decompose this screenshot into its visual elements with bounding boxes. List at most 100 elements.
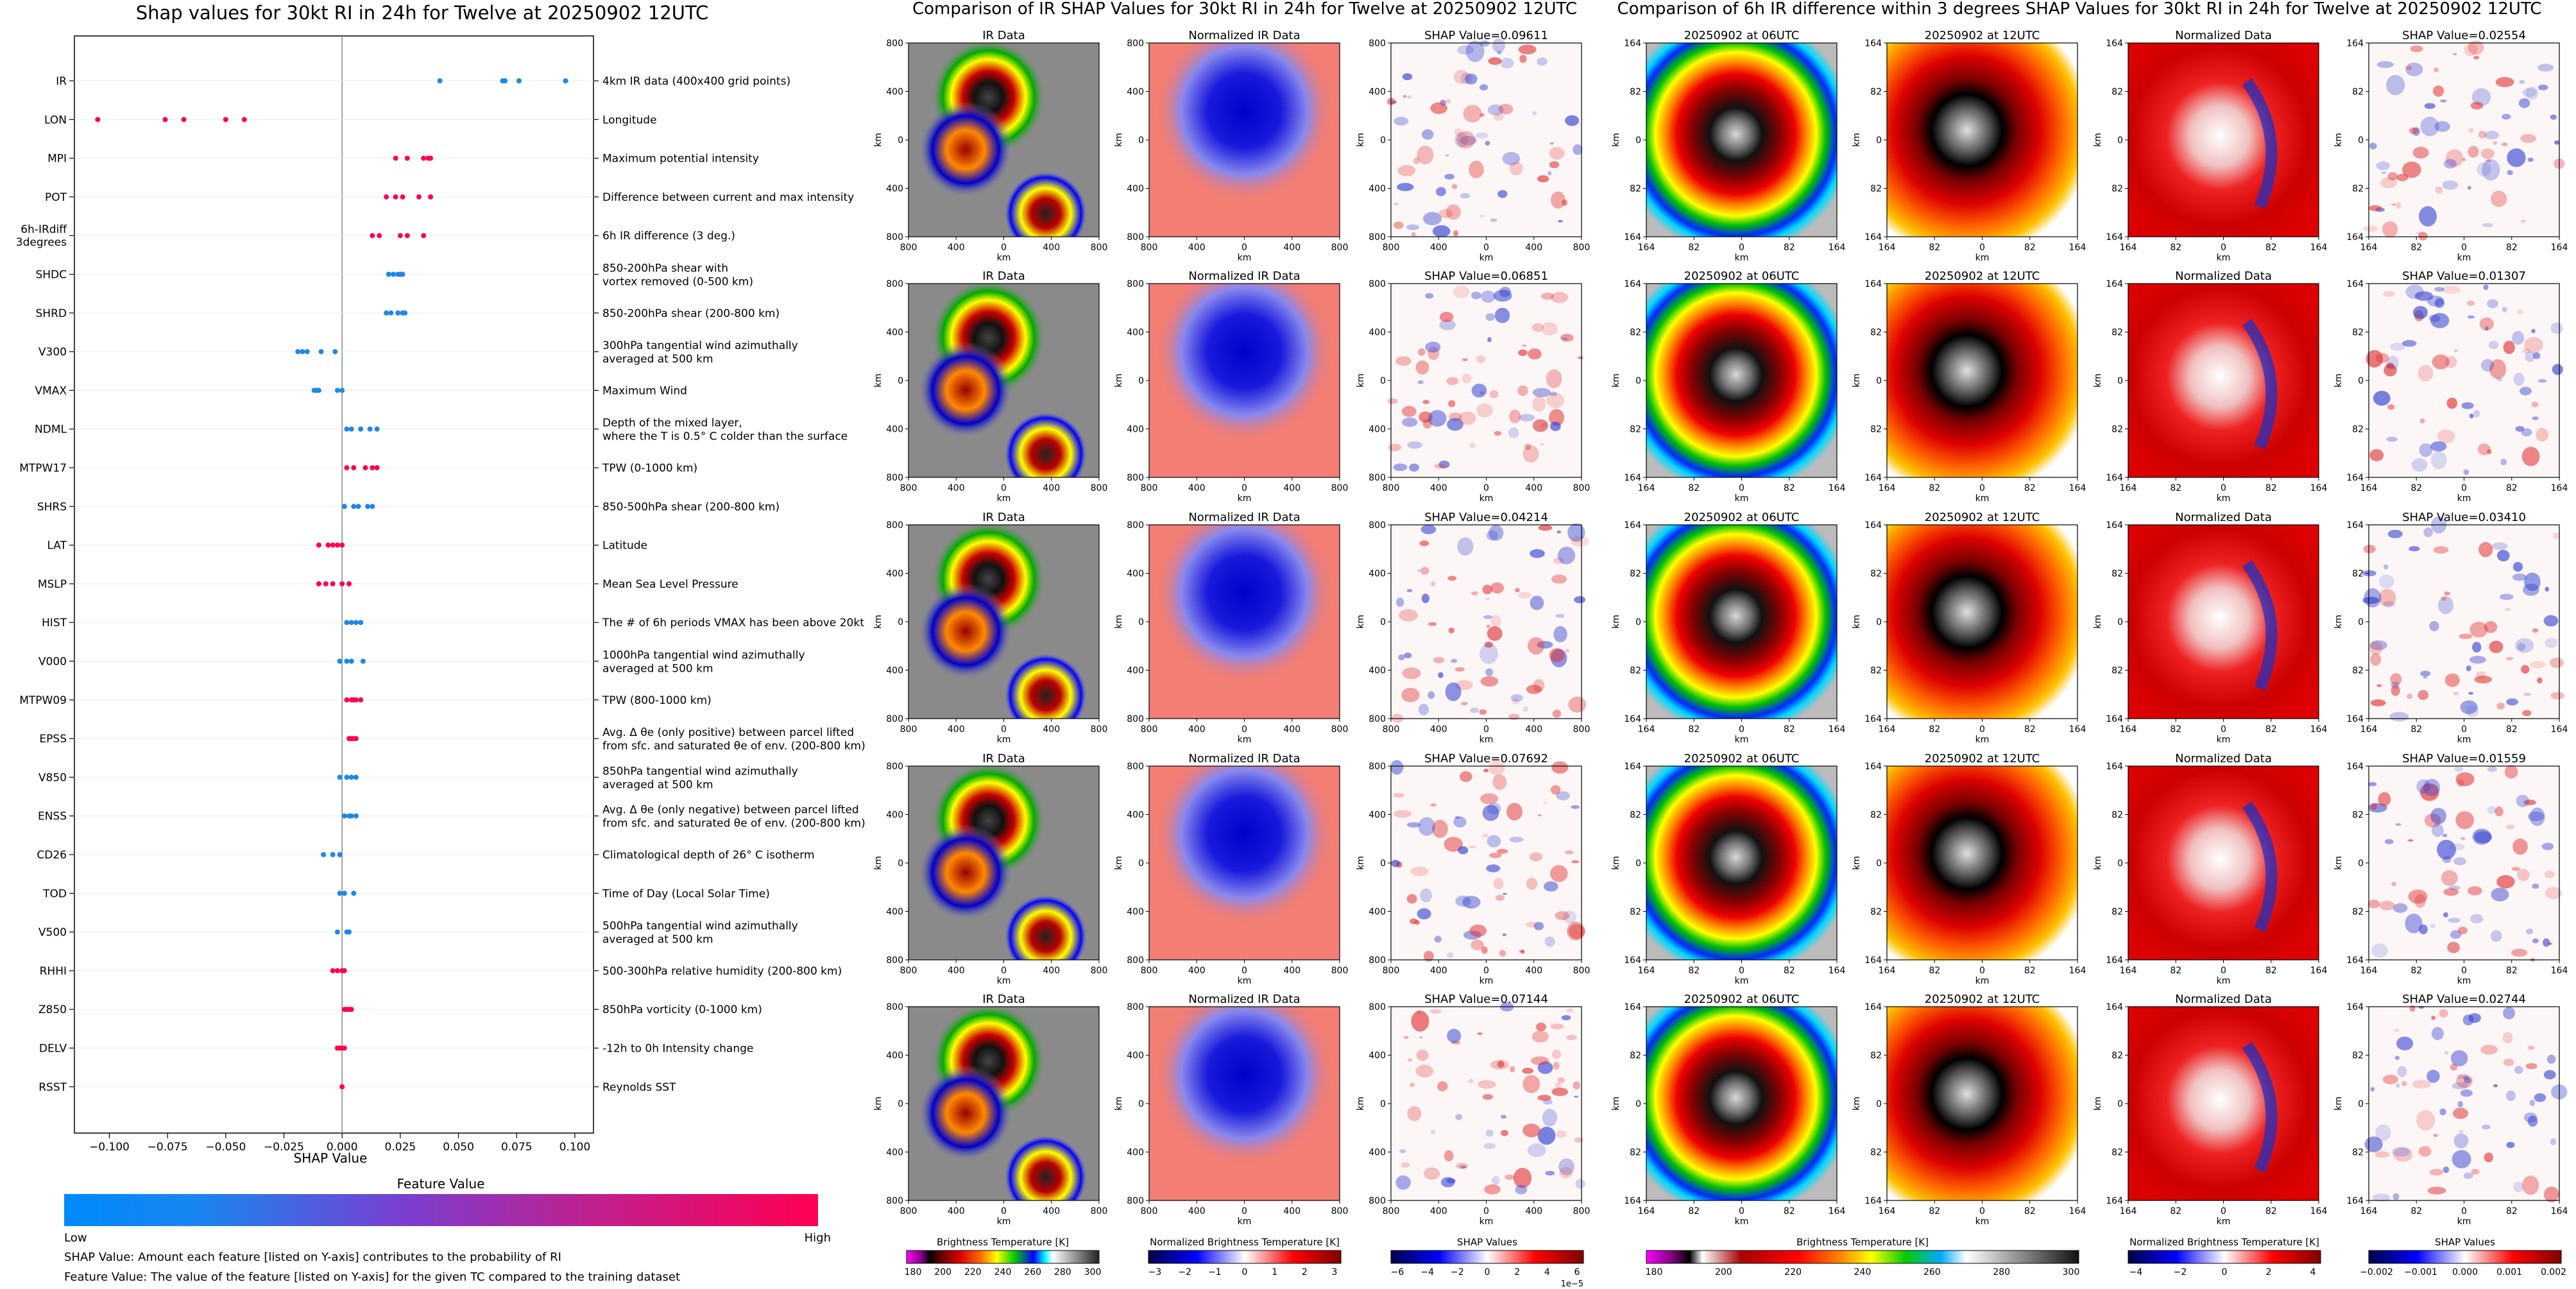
x-tick-label: 800 [900,483,917,493]
shap-blob [1399,609,1418,622]
shap-blob [2452,1150,2471,1168]
shap-blob [2406,65,2412,71]
shap-blob [2434,121,2450,132]
shap-blob [2407,693,2413,699]
shap-blob [2378,574,2394,588]
panel-title: IR Data [982,269,1025,283]
shap-blob [2389,712,2409,722]
diff-normalized-image-overlay [2128,525,2319,719]
feature-description: Avg. Δ θe (only positive) between parcel… [602,726,866,753]
colorbar-tick: 2 [1514,1267,1520,1277]
y-tick-label: 0 [1876,376,1882,386]
y-axis-label: km [1852,373,1862,388]
shap-blob [1532,111,1537,115]
feature-description: Reynolds SST [602,1081,676,1094]
shap-blob [2471,1168,2480,1175]
x-tick-label: 800 [900,724,917,735]
shap-blob [1502,151,1521,166]
y-tick-label: 0 [1635,376,1641,386]
shap-point [348,813,354,819]
colorbar-tick: 1 [1272,1267,1277,1277]
shap-point [223,117,228,123]
x-tick-label: 0 [2461,1206,2467,1216]
shap-blob [1533,679,1545,692]
shap-blob [2525,86,2539,100]
shap-point [400,194,405,200]
ir-convection-c [908,1007,1099,1200]
shap-point [339,542,345,548]
y-axis-label: km [2333,373,2344,388]
shap-blob [2487,299,2498,309]
x-tick-label: 82 [2170,483,2181,493]
x-tick-label: 800 [1383,724,1400,735]
x-tick-label: 0 [1739,724,1744,735]
shap-blob [1458,411,1476,425]
shap-blob [2484,130,2499,140]
shap-blob [2457,926,2468,935]
y-tick-label: 0 [1635,135,1641,146]
shap-blob [2372,1193,2391,1202]
shap-blob [2394,1055,2400,1060]
colorbar-tick: −6 [1391,1267,1404,1277]
shap-blob [1526,877,1538,890]
shap-blob [1508,427,1519,439]
shap-blob [2369,448,2384,461]
x-tick-label: 82 [2024,243,2036,253]
panel-title: SHAP Value=0.03410 [2402,511,2526,524]
shap-blob [1567,921,1585,941]
shap-blob [2523,692,2532,696]
shap-blob [1420,567,1429,575]
x-tick-label: 800 [1383,243,1400,253]
ir-section-title: Comparison of IR SHAP Values for 30kt RI… [912,0,1577,19]
y-tick-label: 164 [2106,520,2123,531]
shap-blob [1517,592,1531,599]
x-tick-label: 82 [1688,966,1700,976]
x-axis-label: km [1975,253,1990,263]
shap-blob [1551,191,1565,209]
shap-blob [2502,307,2507,312]
x-tick-label: 800 [1573,1206,1591,1216]
shap-blob [1483,1143,1496,1149]
y-tick-label: 82 [1630,569,1641,579]
colorbar-tick: −2 [1178,1267,1191,1277]
shap-blob [1480,793,1499,805]
note-shap-value: SHAP Value: Amount each feature [listed … [64,1251,561,1264]
shap-blob [2478,130,2487,139]
feature-label: VMAX [35,384,67,397]
shap-blob [2545,586,2549,592]
feature-description: 1000hPa tangential wind azimuthally avera… [602,649,805,676]
shap-blob [2488,341,2499,350]
colorbar-tick: −0.001 [2404,1267,2437,1277]
shap-map-background [1391,284,1582,477]
shap-blob [2491,542,2508,551]
shap-blob [1573,1095,1579,1098]
feature-label: RHHI [40,965,67,978]
shap-blob [1453,230,1458,237]
colorbar-tick: 2 [2266,1267,2272,1277]
shap-blob [2441,596,2446,601]
feature-label: ENSS [38,810,67,823]
shap-blob [2466,300,2475,306]
shap-blob [1483,615,1493,619]
x-tick-label: 164 [2069,724,2086,735]
shap-blob [1463,105,1482,123]
x-axis-label: km [1238,735,1252,745]
x-tick-label: 82 [2265,483,2277,493]
ir-row: IR Data80080040040000400400800800kmkmNor… [873,29,1590,263]
y-tick-label: 82 [1630,87,1641,98]
shap-blob [1557,546,1576,565]
y-axis-label: km [1852,1097,1862,1111]
shap-point [393,194,398,200]
x-tick-label: 400 [1043,724,1060,735]
diff-normalized-image-overlay [2128,43,2319,237]
colorbar-tick: 0.001 [2496,1267,2522,1277]
ir-06utc-image-overlay [1646,43,1837,237]
shap-blob [1419,540,1429,547]
x-tick-label: 400 [1430,1206,1447,1216]
feature-description: Longitude [602,114,657,126]
y-tick-label: 82 [1870,569,1882,579]
colorbar-tick: −4 [1420,1267,1434,1277]
shap-blob [1406,822,1420,828]
colorbar-label: Normalized Brightness Temperature [K] [1150,1236,1340,1248]
shap-blob [1454,132,1469,148]
